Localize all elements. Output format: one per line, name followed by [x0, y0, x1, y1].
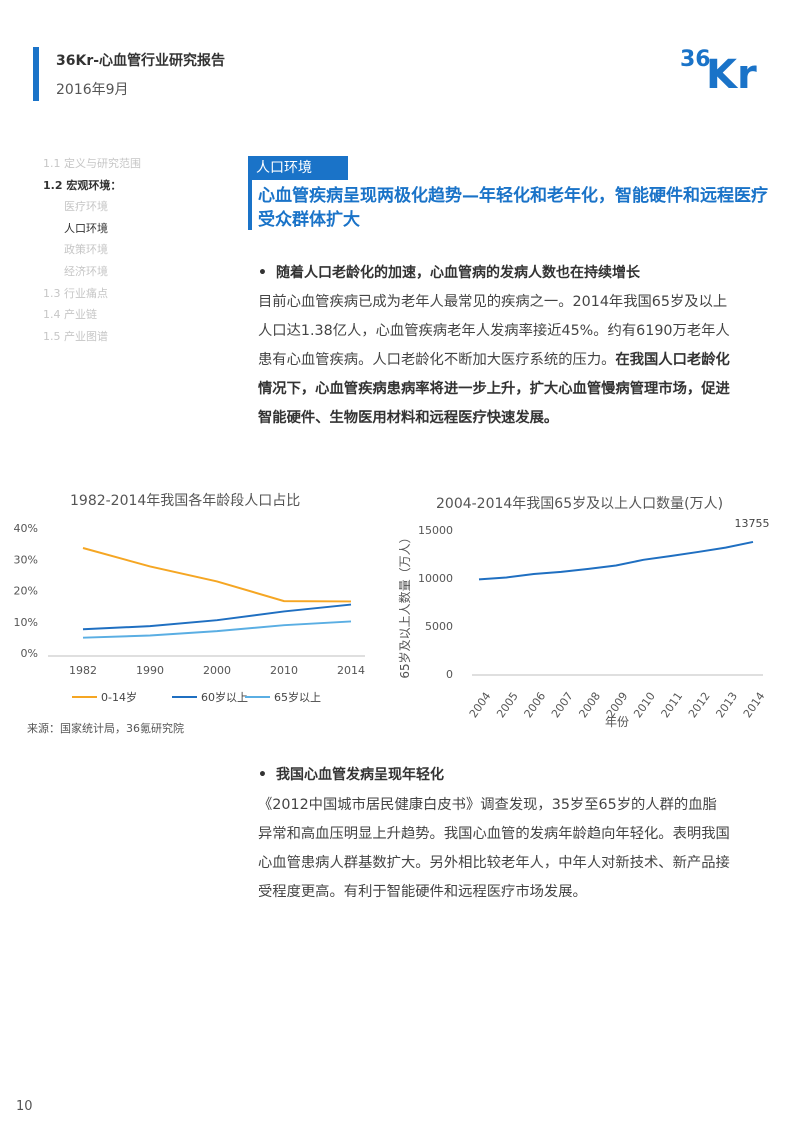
chart1-ytick-label: 20%	[14, 585, 38, 598]
section-tag: 人口环境	[248, 156, 348, 180]
chart2-ytick-label: 0	[446, 668, 453, 681]
bullet-dot-icon: •	[258, 767, 267, 783]
chart1-series-line	[82, 603, 352, 631]
chart2-xtick-label: 2013	[713, 690, 740, 720]
nav-item-definition[interactable]: 1.1 定义与研究范围	[43, 157, 141, 170]
chart2-xtick-label: 2007	[549, 690, 576, 720]
report-date: 2016年9月	[56, 82, 129, 98]
chart2-y-axis-label: 65岁及以上人数量（万人）	[397, 531, 412, 678]
chart2-data-label: 13755	[735, 517, 770, 530]
chart2-ytick-label: 5000	[425, 620, 453, 633]
chart1-ytick-label: 30%	[14, 553, 38, 566]
chart2-xtick-label: 2011	[659, 690, 686, 720]
chart2-xtick-label: 2004	[467, 690, 494, 720]
paragraph-aging: 目前心血管疾病已成为老年人最常见的疾病之一。2014年我国65岁及以上人口达1.…	[258, 288, 730, 433]
section-headline: 心血管疾病呈现两极化趋势—年轻化和老年化，智能硬件和远程医疗受众群体扩大	[258, 186, 768, 230]
svg-text:36: 36	[680, 47, 711, 72]
chart1-ytick-label: 40%	[14, 522, 38, 535]
nav-item-painpoints[interactable]: 1.3 行业痛点	[43, 287, 108, 300]
nav-item-economy[interactable]: 经济环境	[64, 265, 108, 278]
36kr-logo: 36 Kr	[680, 47, 757, 92]
nav-item-macro[interactable]: 1.2 宏观环境：	[43, 179, 122, 192]
chart1-legend-label: 60岁以上	[201, 690, 248, 704]
bullet-dot-icon: •	[258, 265, 267, 281]
chart1-ytick-label: 0%	[21, 647, 38, 660]
nav-item-map[interactable]: 1.5 产业图谱	[43, 330, 108, 343]
chart2-xtick-label: 2008	[576, 690, 603, 720]
paragraph-text: 目前心血管疾病已成为老年人最常见的疾病之一。2014年我国65岁及以上人口达1.…	[258, 294, 730, 368]
nav-item-population[interactable]: 人口环境	[64, 222, 108, 235]
chart1-xtick-label: 2014	[337, 664, 365, 677]
chart2-series-line	[478, 540, 754, 581]
chart2-xtick-label: 2012	[686, 690, 713, 720]
chart2-xtick-label: 2006	[522, 690, 549, 720]
chart1-legend-label: 65岁以上	[274, 690, 321, 704]
section-accent-line	[248, 180, 252, 230]
chart1-legend-label: 0-14岁	[101, 690, 137, 704]
paragraph-younger: 《2012中国城市居民健康白皮书》调查发现，35岁至65岁的人群的血脂异常和高血…	[258, 797, 730, 900]
data-source: 来源：国家统计局，36氪研究院	[27, 722, 184, 735]
nav-item-policy[interactable]: 政策环境	[64, 243, 108, 256]
chart2-xtick-label: 2010	[631, 690, 658, 720]
chart1-ytick-label: 10%	[14, 616, 38, 629]
nav-item-chain[interactable]: 1.4 产业链	[43, 308, 97, 321]
chart2-title: 2004-2014年我国65岁及以上人口数量(万人)	[436, 496, 724, 512]
svg-text:Kr: Kr	[706, 52, 757, 92]
bullet-text: 我国心血管发病呈现年轻化	[276, 767, 444, 783]
bullet-younger: • 我国心血管发病呈现年轻化	[258, 764, 444, 784]
chart1-xtick-label: 1982	[69, 664, 97, 677]
chart1-series-line	[82, 620, 352, 639]
chart2-xtick-label: 2014	[741, 690, 768, 720]
chart2-ytick-label: 10000	[418, 572, 453, 585]
paragraph-emphasis: 在我国人口老龄化情况下，心血管疾病患病率将进一步上升，扩大心血管慢病管理市场，促…	[258, 352, 730, 426]
chart1-title: 1982-2014年我国各年龄段人口占比	[70, 493, 301, 509]
chart2-xtick-label: 2005	[494, 690, 521, 720]
chart1-xtick-label: 1990	[136, 664, 164, 677]
chart2-x-axis-label: 年份	[605, 715, 629, 729]
bullet-text: 随着人口老龄化的加速，心血管病的发病人数也在持续增长	[276, 265, 640, 281]
bullet-aging: • 随着人口老龄化的加速，心血管病的发病人数也在持续增长	[258, 262, 640, 282]
page-number: 10	[16, 1099, 33, 1114]
chart1-series-line	[82, 547, 352, 603]
chart1-xtick-label: 2000	[203, 664, 231, 677]
chart2-ytick-label: 15000	[418, 524, 453, 537]
chart1-xtick-label: 2010	[270, 664, 298, 677]
report-title: 36Kr-心血管行业研究报告	[56, 53, 226, 69]
chart-age-structure: 0% 10% 20% 30% 40% 1982 1990 2000 2010 2014 0-14岁 6…	[14, 522, 365, 704]
nav-item-medical[interactable]: 医疗环境	[64, 200, 108, 213]
header-accent-bar	[33, 47, 39, 101]
